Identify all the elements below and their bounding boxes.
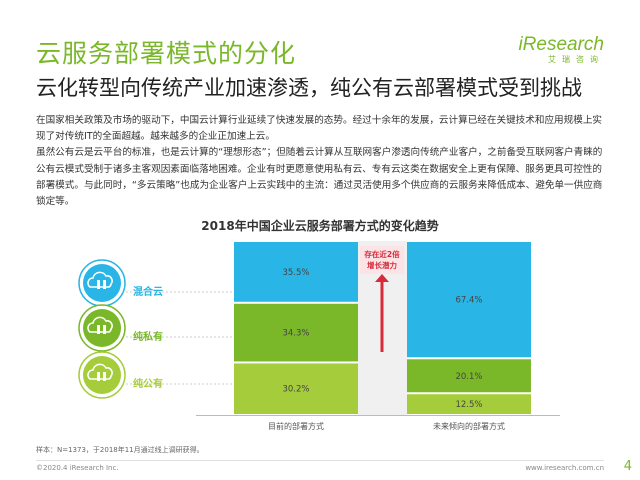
bar-目前的部署方式-混合云 (234, 242, 358, 302)
body-paragraph-2: 虽然公有云是云平台的标准，也是云计算的“理想形态”；但随着云计算从互联网客户渗透… (36, 147, 603, 208)
footer-url[interactable]: www.iresearch.com.cn (525, 464, 604, 472)
footer-copyright: ©2020.4 iResearch Inc. (36, 464, 119, 472)
annotation-text: 存在近2倍 (363, 249, 400, 259)
data-label: 35.5% (282, 268, 309, 278)
bar-未来倾向的部署方式-混合云 (407, 242, 531, 358)
cloud-outline (87, 271, 113, 288)
bar-目前的部署方式-纯私有 (234, 303, 358, 362)
cloud-bar-2 (103, 325, 106, 334)
legend-circle (83, 264, 121, 302)
cloud-icon (87, 316, 113, 334)
page-subtitle: 云化转型向传统产业加速渗透，纯公有云部署模式受到挑战 (36, 76, 582, 100)
body-text: 在国家相关政策及市场的驱动下，中国云计算行业延续了快速发展的态势。经过十余年的发… (36, 113, 611, 210)
page-number: 4 (623, 459, 632, 474)
legend-label: 纯公有 (133, 377, 163, 390)
cloud-bar-1 (97, 325, 100, 334)
data-label: 20.1% (455, 372, 482, 382)
footer-divider (36, 460, 604, 461)
cloud-outline (87, 363, 113, 380)
cloud-bar-2 (103, 372, 106, 381)
bar-未来倾向的部署方式-纯公有 (407, 394, 531, 414)
brand-name-cn: 艾瑞咨询 (548, 55, 604, 64)
legend-label: 纯私有 (133, 330, 163, 343)
data-label: 34.3% (282, 329, 309, 339)
x-tick-label: 目前的部署方式 (268, 421, 324, 431)
page-title: 云服务部署模式的分化 (36, 39, 297, 68)
cloud-bar-2 (103, 280, 106, 289)
body-paragraph-1: 在国家相关政策及市场的驱动下，中国云计算行业延续了快速发展的态势。经过十余年的发… (36, 115, 603, 143)
legend-circle (83, 309, 121, 347)
cloud-icon (87, 271, 113, 289)
connector-纯公有 (358, 362, 407, 415)
annotation-box (360, 246, 404, 274)
data-label: 30.2% (282, 385, 309, 395)
cloud-bar-1 (97, 372, 100, 381)
data-label: 67.4% (455, 296, 482, 306)
annotation-text: 增长潜力 (367, 260, 397, 270)
footnote: 样本：N=1373，于2018年11月通过线上调研获得。 (36, 446, 204, 454)
cloud-icon (87, 363, 113, 381)
cloud-outline (87, 316, 113, 333)
brand-name: iResearch (518, 34, 604, 55)
legend-label: 混合云 (133, 285, 163, 298)
bar-目前的部署方式-纯公有 (234, 363, 358, 414)
annotation-arrow-head (375, 274, 389, 282)
x-tick-label: 未来倾向的部署方式 (433, 421, 505, 431)
brand-logo: iResearch 艾瑞咨询 (518, 34, 604, 65)
cloud-bar-1 (97, 280, 100, 289)
legend-circle (83, 356, 121, 394)
bar-未来倾向的部署方式-纯私有 (407, 359, 531, 393)
chart-title: 2018年中国企业云服务部署方式的变化趋势 (201, 219, 439, 233)
data-label: 12.5% (455, 400, 482, 410)
